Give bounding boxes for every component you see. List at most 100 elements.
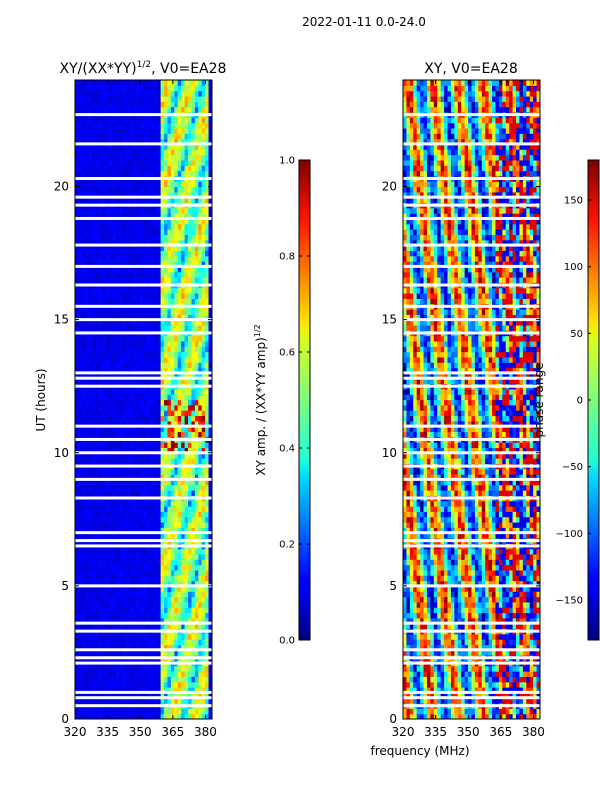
- amplitude-cell: [75, 165, 80, 172]
- amplitude-cell: [157, 191, 162, 198]
- amplitude-cell: [133, 106, 138, 113]
- amplitude-cell: [136, 298, 141, 305]
- amplitude-cell: [126, 607, 131, 614]
- amplitude-cell: [116, 676, 121, 683]
- amplitude-cell: [95, 559, 100, 566]
- amplitude-cell: [136, 516, 141, 523]
- amplitude-cell: [191, 516, 196, 523]
- amplitude-cell: [194, 404, 199, 411]
- amplitude-cell: [160, 133, 165, 140]
- amplitude-cell: [153, 644, 158, 651]
- amplitude-cell: [146, 356, 151, 363]
- amplitude-cell: [157, 511, 162, 518]
- amplitude-cell: [181, 490, 186, 496]
- amplitude-cell: [184, 474, 189, 480]
- amplitude-cell: [201, 367, 206, 374]
- amplitude-cell: [177, 644, 182, 651]
- amplitude-cell: [167, 197, 172, 204]
- amplitude-cell: [153, 229, 158, 236]
- phase-cell: [403, 266, 408, 273]
- amplitude-cell: [167, 287, 172, 294]
- phase-cell: [403, 245, 408, 251]
- amplitude-cell: [205, 415, 210, 422]
- amplitude-cell: [150, 255, 155, 262]
- amplitude-cell: [177, 266, 182, 273]
- amplitude-cell: [205, 399, 210, 406]
- amplitude-cell: [133, 95, 138, 102]
- amplitude-x-tick-label: 350: [129, 725, 152, 739]
- amplitude-cell: [116, 404, 121, 411]
- amplitude-cell: [160, 335, 165, 342]
- amplitude-cell: [188, 426, 193, 433]
- amplitude-cell: [136, 639, 141, 646]
- amplitude-cell: [208, 165, 212, 172]
- amplitude-cell: [150, 607, 155, 614]
- amplitude-cell: [170, 458, 175, 464]
- amplitude-cell: [95, 388, 100, 395]
- amplitude-cell: [129, 708, 134, 715]
- amplitude-cell: [143, 468, 148, 475]
- amplitude-cell: [95, 239, 100, 246]
- amplitude-cell: [167, 314, 172, 321]
- amplitude-cell: [133, 415, 138, 422]
- amplitude-cell: [102, 527, 107, 534]
- amplitude-cell: [174, 159, 179, 166]
- amplitude-cell: [119, 490, 124, 496]
- amplitude-cell: [201, 149, 206, 156]
- amplitude-cell: [78, 665, 83, 672]
- amplitude-cell: [181, 506, 186, 512]
- amplitude-cell: [208, 197, 212, 204]
- amplitude-cell: [153, 490, 158, 496]
- amplitude-cell: [116, 617, 121, 624]
- amplitude-cell: [122, 479, 127, 486]
- amplitude-cell: [140, 101, 145, 108]
- amplitude-cell: [105, 122, 110, 129]
- amplitude-cell: [129, 687, 134, 693]
- amplitude-cell: [129, 218, 134, 225]
- amplitude-cell: [122, 271, 127, 278]
- amplitude-cell: [181, 239, 186, 246]
- amplitude-cell: [153, 569, 158, 576]
- amplitude-cell: [174, 261, 179, 267]
- amplitude-cell: [188, 255, 193, 262]
- amplitude-cell: [191, 601, 196, 608]
- amplitude-cell: [95, 229, 100, 236]
- amplitude-cell: [177, 639, 182, 646]
- amplitude-cell: [75, 511, 80, 518]
- amplitude-cell: [129, 149, 134, 156]
- amplitude-cell: [95, 553, 100, 560]
- amplitude-cell: [191, 447, 196, 454]
- amplitude-cell: [98, 623, 103, 630]
- amplitude-cell: [143, 458, 148, 464]
- amplitude-cell: [126, 159, 131, 166]
- amplitude-cell: [105, 362, 110, 369]
- amplitude-cell: [170, 580, 175, 587]
- amplitude-cell: [146, 479, 151, 486]
- amplitude-cell: [198, 575, 203, 582]
- amplitude-cell: [122, 127, 127, 134]
- amplitude-cell: [184, 213, 189, 220]
- amplitude-cell: [95, 596, 100, 603]
- amplitude-cell: [105, 623, 110, 630]
- amplitude-cell: [112, 197, 117, 204]
- amplitude-cell: [150, 271, 155, 278]
- amplitude-cell: [205, 633, 210, 640]
- amplitude-cell: [119, 170, 124, 177]
- amplitude-cell: [143, 607, 148, 614]
- amplitude-cell: [181, 644, 186, 651]
- amplitude-cell: [167, 649, 172, 656]
- amplitude-cell: [105, 681, 110, 688]
- amplitude-cell: [119, 591, 124, 598]
- amplitude-cell: [174, 617, 179, 624]
- amplitude-cell: [153, 239, 158, 246]
- amplitude-cell: [75, 340, 80, 347]
- amplitude-cell: [143, 90, 148, 97]
- amplitude-cell: [164, 479, 169, 486]
- amplitude-cell: [92, 671, 97, 677]
- amplitude-cell: [157, 218, 162, 225]
- amplitude-cell: [208, 468, 212, 475]
- amplitude-cell: [88, 239, 93, 246]
- amplitude-cell: [112, 527, 117, 534]
- amplitude-cell: [167, 122, 172, 129]
- amplitude-cell: [177, 585, 182, 592]
